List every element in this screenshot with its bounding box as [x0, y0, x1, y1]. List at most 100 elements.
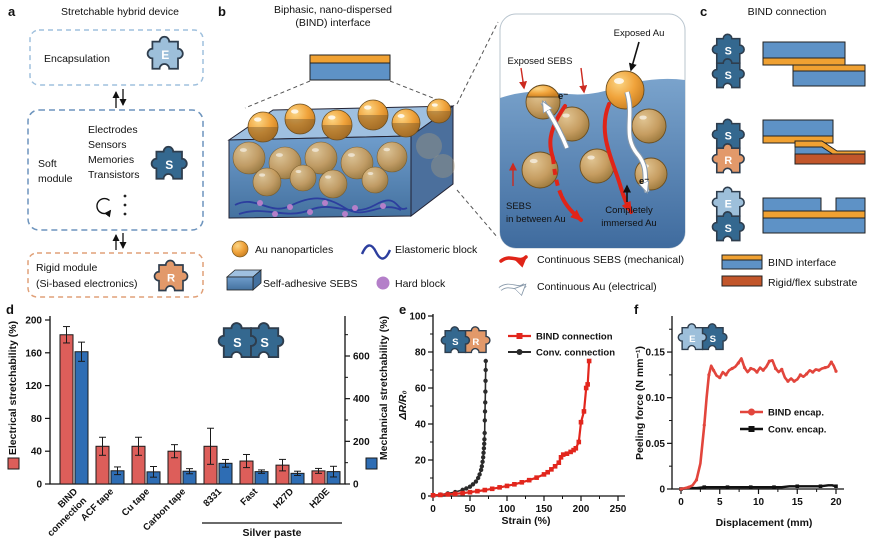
category-label: H20E — [308, 486, 333, 511]
hard-block-node — [342, 211, 348, 217]
panel-b-title-2: (BIND) interface — [295, 17, 370, 29]
immersed-au-nanoparticle — [289, 164, 317, 192]
puzzle-pair-es-inset: E S — [677, 323, 728, 351]
sr-cross-section — [762, 119, 866, 165]
f-legend: BIND encap. Conv. encap. — [740, 408, 826, 436]
e-legend: BIND connection Conv. connection — [508, 332, 615, 359]
bar — [74, 351, 89, 485]
puzzle-pair-ss-inset: S S — [217, 322, 285, 359]
puzzle-letter: S — [260, 335, 269, 350]
puzzle-letter: S — [725, 130, 732, 142]
rigid-module-label-2: (Si-based electronics) — [36, 278, 138, 290]
left-axis-label: Electrical stretchability (%) — [7, 321, 19, 455]
immersed-au-label-1: Completely — [605, 205, 653, 216]
right-tick-label: 600 — [353, 352, 370, 363]
y-tick-label: 0.05 — [646, 439, 666, 450]
panel-b-letter: b — [218, 4, 226, 19]
y-tick-label: 40 — [415, 420, 427, 431]
y-tick-label: 20 — [415, 456, 427, 467]
immersed-au-nanoparticle — [232, 141, 266, 175]
rigid-module-label-1: Rigid module — [36, 262, 97, 274]
series-line — [680, 484, 837, 491]
bar — [59, 334, 74, 485]
panel-c: c BIND connection S S S R E S — [700, 4, 866, 289]
rigid-flex-legend-icon — [721, 275, 763, 287]
e-legend-conv: Conv. connection — [536, 348, 615, 359]
continuous-sebs-arrow-2 — [602, 102, 633, 214]
x-tick-label: 0 — [430, 504, 436, 515]
soft-module-label-2: module — [38, 173, 73, 185]
puzzle-letter: S — [725, 45, 732, 57]
hard-block-node — [352, 205, 358, 211]
continuous-sebs-label: Continuous SEBS (mechanical) — [537, 254, 684, 266]
continuous-au-icon — [498, 283, 527, 289]
sebs-between-label-1: SEBS — [506, 201, 531, 212]
hard-block-node — [307, 209, 313, 215]
exposed-au-label: Exposed Au — [614, 28, 665, 39]
panel-c-title: BIND connection — [748, 6, 827, 18]
exposed-sebs-pointer-2 — [579, 67, 588, 94]
exchange-arrows-bottom — [112, 233, 127, 250]
panel-e-line-chart: e 0 20 40 60 80 100 0 50 100 150 200 250 ΔR/R₀ Stra… — [397, 302, 627, 527]
right-tick-label: 200 — [353, 437, 370, 448]
left-tick-label: 40 — [31, 447, 43, 458]
soft-module-box — [27, 109, 204, 231]
puzzle-e-icon: E — [146, 35, 184, 70]
bar-chart-plot: 040801201602000200400600BINDconnectionAC… — [25, 316, 370, 539]
left-tick-label: 200 — [25, 316, 42, 327]
encapsulation-box — [29, 29, 204, 86]
puzzle-letter: R — [724, 155, 732, 167]
component-memories: Memories — [88, 154, 134, 166]
sebs-cube-icon — [225, 269, 263, 291]
puzzle-s-icon: S — [150, 145, 188, 180]
panel-b-title-1: Biphasic, nano-dispersed — [274, 4, 392, 16]
continuous-sebs-icon — [499, 255, 528, 268]
continuous-au-label: Continuous Au (electrical) — [537, 281, 657, 293]
panel-d-bar-chart: d 040801201602000200400600BINDconnection… — [6, 302, 390, 539]
hard-block-icon — [376, 276, 390, 290]
exchange-arrows-top — [112, 89, 127, 108]
component-transistors: Transistors — [88, 169, 140, 181]
right-axis-label: Mechanical stretchability (%) — [378, 316, 390, 460]
exposed-sebs-pointer-1 — [519, 67, 527, 90]
puzzle-letter: S — [233, 335, 242, 350]
bind-interface-chip — [244, 54, 444, 109]
x-tick-label: 0 — [678, 497, 684, 508]
y-tick-label: 0.15 — [646, 348, 666, 359]
block-legend: Au nanoparticles Elastomeric block Self-… — [225, 240, 478, 291]
mechanical-legend-swatch — [365, 457, 378, 470]
puzzle-letter: S — [710, 334, 717, 345]
left-tick-label: 80 — [31, 414, 43, 425]
exposed-sebs-label: Exposed SEBS — [508, 56, 573, 67]
continuous-sebs-arrowhead — [560, 195, 583, 222]
sebs-block-3d — [227, 98, 455, 219]
x-tick-label: 150 — [536, 504, 553, 515]
panel-e-letter: e — [399, 302, 406, 317]
puzzle-pair-sr-inset: S R — [440, 326, 491, 354]
series-line — [432, 360, 591, 497]
continuous-sebs-arrow — [548, 104, 567, 160]
zoom-line-top — [456, 21, 499, 105]
electron-label-2: e⁻ — [639, 176, 649, 187]
encapsulation-label: Encapsulation — [44, 53, 110, 65]
electron-label-1: e⁻ — [558, 91, 568, 102]
puzzle-letter: S — [165, 158, 173, 172]
au-nanoparticle — [631, 108, 667, 144]
y-tick-label: 0.10 — [646, 393, 666, 404]
y-tick-label: 100 — [409, 312, 426, 323]
right-tick-label: 400 — [353, 394, 370, 405]
immersed-au-label-2: immersed Au — [601, 218, 656, 229]
panel-c-letter: c — [700, 4, 707, 19]
y-tick-label: 0 — [420, 492, 426, 503]
puzzle-letter: R — [472, 337, 479, 348]
bind-interface-label: BIND interface — [768, 257, 836, 269]
panel-f-line-chart: f 0 0.05 0.10 0.15 0 5 10 15 20 Peeling force (N… — [634, 302, 844, 529]
puzzle-letter: R — [167, 273, 175, 285]
continuous-au-arrows — [540, 91, 650, 192]
au-nanoparticles-label: Au nanoparticles — [255, 244, 333, 256]
puzzle-pair-ss: S S — [711, 33, 745, 89]
immersed-au-nanoparticle — [252, 167, 282, 197]
bind-interface-legend-icon — [721, 254, 763, 270]
f-legend-conv: Conv. encap. — [768, 425, 826, 436]
